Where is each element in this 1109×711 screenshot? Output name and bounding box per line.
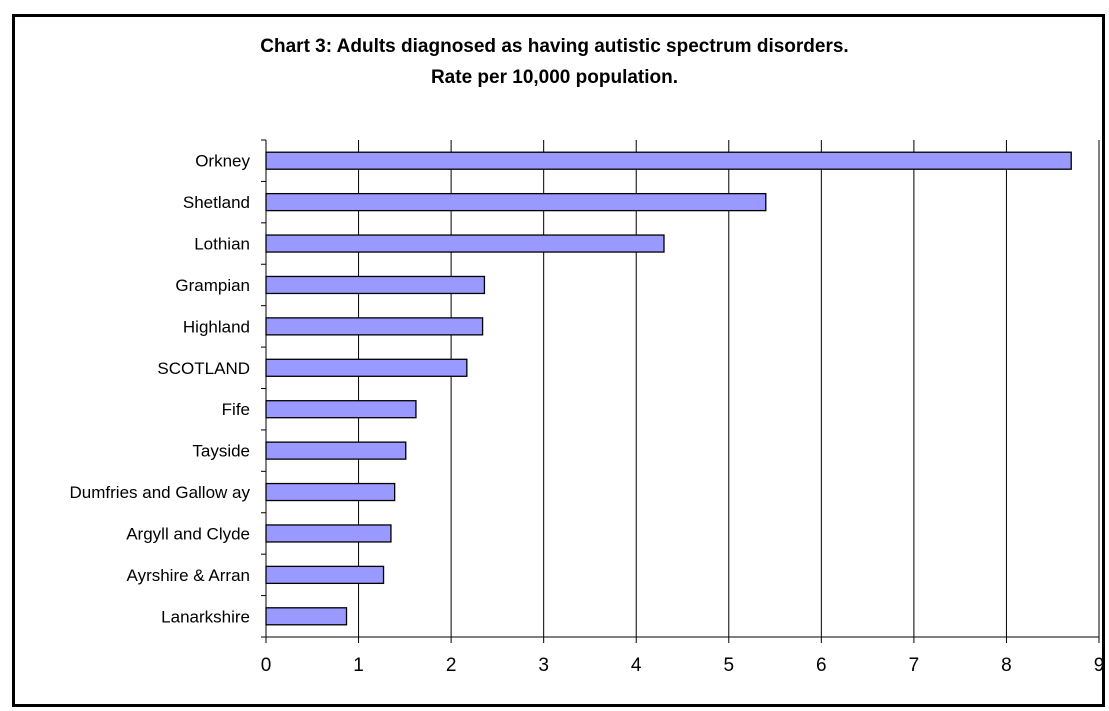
category-label: Lothian <box>194 235 250 254</box>
category-label: Ayrshire & Arran <box>127 566 250 585</box>
x-tick-label: 5 <box>723 655 734 676</box>
category-label: Tayside <box>192 442 250 461</box>
chart-frame <box>12 14 1105 707</box>
category-label: Grampian <box>175 276 250 295</box>
x-tick-label: 7 <box>909 655 920 676</box>
chart-title: Chart 3: Adults diagnosed as having auti… <box>260 36 849 57</box>
bar <box>265 151 1072 170</box>
x-tick-label: 2 <box>446 655 457 676</box>
x-tick-label: 1 <box>353 655 364 676</box>
x-tick-label: 6 <box>816 655 827 676</box>
bar <box>265 441 407 460</box>
bar <box>265 192 767 212</box>
bar <box>265 607 348 626</box>
category-label: Dumfries and Gallow ay <box>70 483 251 502</box>
chart-subtitle: Rate per 10,000 population. <box>430 67 679 88</box>
bar <box>265 317 484 336</box>
bar <box>265 482 396 502</box>
x-tick-label: 8 <box>1001 655 1012 676</box>
x-tick-label: 4 <box>631 655 642 676</box>
category-label: Orkney <box>195 152 250 171</box>
category-label: SCOTLAND <box>157 359 250 378</box>
category-label: Shetland <box>183 193 250 212</box>
x-tick-label: 9 <box>1094 655 1105 676</box>
category-label: Fife <box>222 400 250 419</box>
bar <box>265 275 486 295</box>
category-label: Highland <box>183 317 250 336</box>
bar <box>265 565 385 585</box>
x-tick-label: 3 <box>538 655 549 676</box>
category-label: Argyll and Clyde <box>126 524 250 543</box>
bar <box>265 400 417 419</box>
bar <box>265 524 392 543</box>
category-label: Lanarkshire <box>161 607 250 626</box>
bar <box>265 358 468 377</box>
x-tick-label: 0 <box>261 655 272 676</box>
bar <box>265 234 665 253</box>
